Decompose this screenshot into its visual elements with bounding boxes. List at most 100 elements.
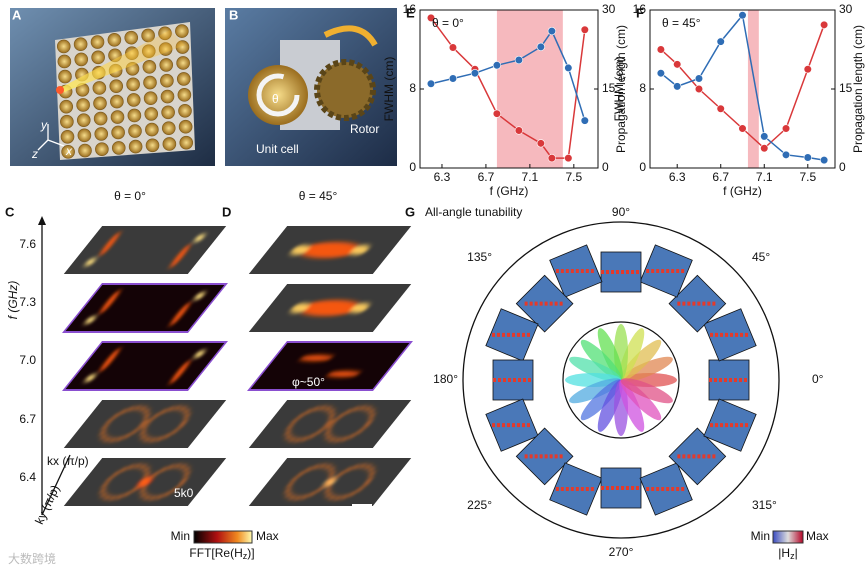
point [673, 60, 682, 69]
lobe [620, 378, 673, 404]
panel-label: E [406, 5, 415, 20]
y-tick-label: 0 [639, 160, 646, 174]
tick-label: 6.7 [19, 412, 36, 426]
axis-title: f (GHz) [6, 281, 20, 320]
tick-label: 7.3 [19, 295, 36, 309]
resonator [127, 108, 142, 123]
resonator [58, 69, 72, 84]
resonator [128, 124, 142, 138]
resonator [77, 128, 92, 143]
t: )] [247, 546, 254, 560]
resonator [143, 75, 157, 90]
angle-label: 45° [752, 250, 770, 264]
plot-area [650, 10, 835, 168]
field-tile [492, 359, 534, 401]
axis-title: ky (π/p) [32, 483, 62, 527]
x-tick-label: 6.3 [434, 170, 451, 184]
colorbar-min: Min [751, 529, 770, 543]
resonator [176, 56, 190, 70]
field-tile [549, 462, 603, 516]
resonator [160, 89, 175, 104]
resonator [124, 30, 139, 45]
tick-label: 7.0 [19, 353, 36, 367]
y-axis-title: FWHM (cm) [382, 57, 396, 122]
y2-tick-label: 15 [602, 81, 616, 95]
plot-frame [419, 9, 599, 169]
point [448, 43, 458, 52]
resonator [111, 125, 125, 140]
point [536, 42, 545, 51]
resonator [145, 138, 160, 153]
resonator [95, 142, 109, 157]
resonator [176, 72, 191, 86]
label: θ [272, 92, 279, 106]
resonator [76, 98, 90, 112]
resonator [126, 77, 140, 92]
field [285, 464, 375, 500]
resonator [110, 110, 125, 124]
resonator [74, 52, 89, 67]
label: Unit cell [256, 142, 299, 156]
spot [170, 360, 191, 384]
plane [248, 458, 412, 506]
annotation: θ = 0° [432, 16, 464, 30]
field-tile [639, 462, 693, 516]
colorbar-max: Max [256, 529, 279, 543]
resonator [142, 60, 157, 74]
ring [256, 73, 300, 117]
colorbar-title: FFT[Re(Hz)] [189, 546, 254, 561]
resonator [107, 33, 122, 47]
field [85, 348, 205, 384]
arrow [38, 216, 46, 225]
spot [300, 355, 333, 361]
colorbar-title: |Hz| [778, 546, 797, 561]
angle-label: 135° [467, 250, 492, 264]
spot [299, 300, 361, 316]
point [738, 11, 747, 20]
ring [325, 464, 375, 500]
point [716, 37, 725, 46]
lobe [597, 328, 623, 381]
resonator [60, 114, 74, 129]
resonator [90, 35, 105, 49]
spot [291, 303, 309, 313]
field-tile [703, 308, 757, 362]
resonator [93, 96, 107, 111]
resonator [161, 105, 175, 120]
plot-frame [649, 9, 836, 169]
panel-label: A [12, 7, 22, 22]
plane [63, 458, 227, 506]
resonator [179, 135, 194, 150]
plane [63, 400, 227, 448]
panel-title: All-angle tunability [425, 205, 522, 219]
panel-label: B [229, 7, 238, 22]
point [492, 109, 502, 118]
point [760, 144, 769, 153]
plane-bg [248, 400, 412, 448]
y2-axis-title: Propagation length (cm) [614, 25, 628, 153]
resonator [94, 127, 109, 141]
panel-title: θ = 0° [114, 189, 146, 203]
ring [100, 406, 150, 442]
field-tile [639, 244, 693, 298]
resonator [145, 122, 159, 137]
point [760, 132, 769, 141]
angle-label: 0° [812, 372, 824, 386]
point [781, 124, 791, 133]
x-tick-label: 7.5 [799, 170, 816, 184]
point [580, 116, 589, 125]
x-tick-label: 6.3 [669, 170, 686, 184]
point [781, 150, 791, 159]
point [564, 63, 573, 73]
source [56, 86, 64, 94]
panel-title: θ = 45° [299, 189, 338, 203]
plane-bg [61, 283, 229, 333]
plane-bg [246, 341, 414, 391]
ring [325, 406, 375, 442]
k-axis [41, 454, 71, 516]
y-tick-label: 8 [409, 81, 416, 95]
y2-tick-label: 0 [602, 160, 609, 174]
spot [99, 348, 120, 372]
axes-a [37, 124, 65, 151]
